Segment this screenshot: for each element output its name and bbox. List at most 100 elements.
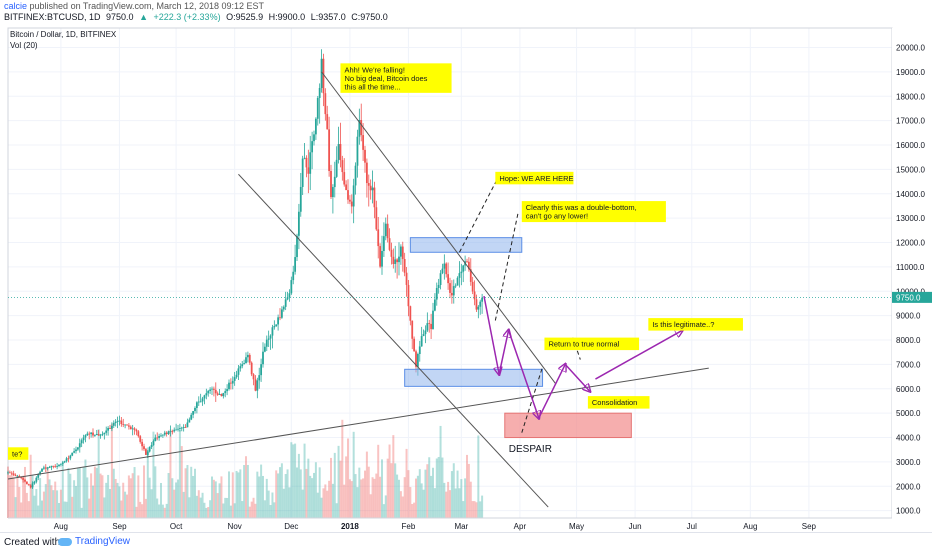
candle-body [445, 263, 448, 275]
candle-body [456, 277, 459, 286]
candle-body [462, 265, 465, 272]
volume-bar [165, 503, 168, 518]
volume-bar [320, 497, 323, 518]
candle-body [269, 335, 272, 339]
volume-bar [456, 470, 459, 518]
x-tick-label: Aug [743, 522, 757, 531]
volume-bar [243, 465, 246, 518]
volume-bar [27, 501, 30, 518]
candle-body [218, 394, 221, 395]
candle-body [154, 437, 157, 441]
candle-body [214, 389, 217, 394]
volume-bar [88, 498, 91, 518]
candle-body [8, 472, 11, 474]
candle-body [384, 223, 387, 237]
candle-body [449, 283, 451, 293]
volume-bar [163, 507, 166, 518]
annotation-text: Is this legitimate..? [652, 320, 714, 329]
candle-body [415, 351, 417, 367]
candle-body [333, 176, 336, 188]
candle-body [141, 441, 144, 447]
candle-body [437, 284, 440, 288]
candle-body [290, 280, 293, 294]
x-tick-label: Sep [802, 522, 817, 531]
volume-bar [103, 497, 106, 518]
volume-bar [307, 458, 310, 518]
volume-bar [24, 466, 26, 518]
volume-bar [245, 456, 247, 518]
volume-bar [345, 456, 348, 518]
candle-body [409, 306, 412, 321]
author-link[interactable]: calcie [4, 1, 28, 11]
symbol-label[interactable]: BITFINEX:BTCUSD, 1D [4, 12, 101, 22]
dashed-connector [521, 366, 544, 433]
volume-bar [61, 463, 64, 518]
volume-bar [443, 482, 446, 518]
annotation-note: Return to true normal [544, 337, 640, 351]
volume-bar [152, 431, 155, 518]
volume-bar [180, 446, 183, 518]
volume-bar [277, 473, 280, 518]
volume-bar [403, 477, 406, 518]
tradingview-logo[interactable]: TradingView [58, 536, 130, 547]
volume-bar [331, 483, 334, 518]
volume-bar [460, 479, 463, 518]
volume-bar [428, 457, 431, 518]
volume-bar [424, 469, 427, 518]
candle-body [101, 434, 104, 435]
candle-body [275, 324, 278, 327]
candle-body [131, 428, 134, 430]
volume-bar [260, 464, 263, 518]
volume-bar [39, 478, 42, 518]
candle-body [401, 246, 404, 260]
volume-bar [433, 488, 436, 518]
candle-body [211, 388, 213, 390]
volume-bar [416, 475, 419, 518]
x-tick-label: Nov [228, 522, 242, 531]
volume-bar [418, 469, 421, 518]
volume-bar [343, 484, 346, 518]
close-value: C:9750.0 [351, 12, 388, 22]
candle-body [371, 187, 374, 191]
candle-body [135, 429, 138, 432]
projection-arrow [595, 330, 682, 380]
y-tick-label: 15000.0 [896, 165, 925, 174]
annotation-text: Clearly this was a double-bottom, [526, 203, 637, 212]
volume-bar [384, 495, 387, 518]
candle-body [280, 309, 283, 318]
candle-body [192, 411, 195, 415]
candle-body [212, 388, 215, 390]
volume-bar [265, 478, 268, 518]
candle-body [403, 259, 406, 273]
candle-body [22, 478, 25, 480]
x-tick-label: May [569, 522, 584, 531]
created-with-text: Created with [4, 537, 61, 548]
volume-bar [148, 477, 151, 518]
volume-bar [214, 481, 217, 518]
volume-bar [360, 479, 363, 518]
candle-body [358, 120, 361, 137]
y-tick-label: 4000.0 [896, 434, 921, 443]
annotation-box [8, 447, 29, 460]
annotation-box [648, 318, 743, 331]
candle-body [248, 354, 251, 363]
y-tick-label: 6000.0 [896, 385, 921, 394]
price-chart[interactable]: Ahh! We're falling!No big deal, Bitcoin … [0, 24, 932, 532]
candle-body [126, 424, 128, 426]
volume-bar [426, 464, 429, 518]
volume-bar [464, 478, 467, 518]
volume-bar [407, 470, 410, 518]
annotation-text: te? [12, 449, 22, 458]
volume-bar [146, 447, 149, 518]
y-tick-label: 12000.0 [896, 239, 925, 248]
candle-body [112, 422, 115, 426]
volume-bars [7, 419, 484, 518]
chart-area[interactable]: Ahh! We're falling! No big deal, Bitcoin … [0, 24, 932, 532]
candle-body [441, 268, 444, 274]
volume-bar [48, 479, 51, 518]
candle-body [256, 380, 259, 391]
candle-body [299, 186, 302, 212]
volume-bar [297, 453, 300, 518]
candle-body [144, 449, 147, 455]
candle-body [377, 229, 380, 247]
